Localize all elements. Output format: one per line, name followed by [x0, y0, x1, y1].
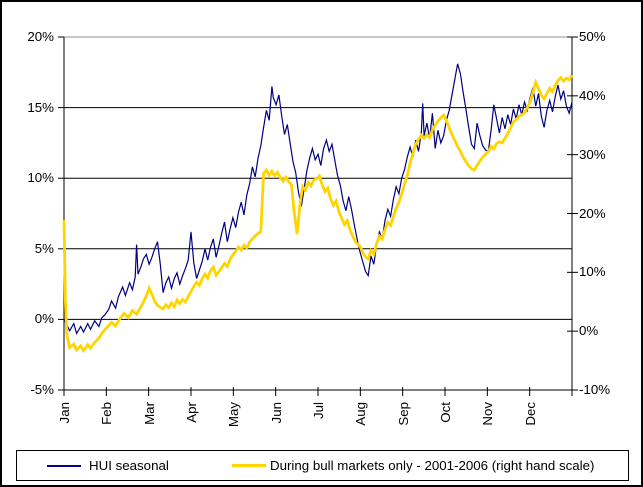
series-line-hui-seasonal — [63, 63, 573, 336]
month-label: Nov — [480, 402, 495, 426]
right-axis-label: 40% — [579, 88, 606, 103]
left-axis-label: 0% — [34, 311, 54, 326]
series-line-during-bull-markets-only-2001-2006-right-hand-scale — [62, 74, 574, 354]
month-label: Sep — [396, 402, 411, 426]
left-axis-label: -5% — [30, 382, 54, 397]
month-label: Jun — [269, 402, 284, 424]
month-label: Feb — [99, 402, 114, 425]
right-axis-label: 10% — [579, 264, 606, 279]
left-axis-label: 15% — [27, 100, 54, 115]
month-label: Apr — [184, 402, 199, 423]
left-axis-label: 10% — [27, 170, 54, 185]
legend-line-navy — [47, 465, 81, 467]
right-axis-label: -10% — [579, 382, 611, 397]
month-label: Jan — [57, 402, 72, 424]
legend-line-gold — [232, 464, 266, 467]
month-label: Mar — [142, 402, 157, 425]
month-label: Dec — [523, 402, 538, 426]
legend: HUI seasonal During bull markets only - … — [16, 450, 629, 481]
month-label: Oct — [438, 402, 453, 423]
left-axis-label: 5% — [34, 241, 54, 256]
legend-item-label: HUI seasonal — [89, 458, 169, 473]
month-label: Jul — [311, 402, 326, 419]
right-axis-label: 20% — [579, 206, 606, 221]
right-axis-label: 30% — [579, 147, 606, 162]
legend-item-label: During bull markets only - 2001-2006 (ri… — [270, 458, 595, 473]
right-axis-label: 0% — [579, 323, 599, 338]
month-label: May — [226, 402, 241, 428]
left-axis-label: 20% — [27, 29, 54, 44]
month-label: Aug — [353, 402, 368, 426]
right-axis-label: 50% — [579, 29, 606, 44]
